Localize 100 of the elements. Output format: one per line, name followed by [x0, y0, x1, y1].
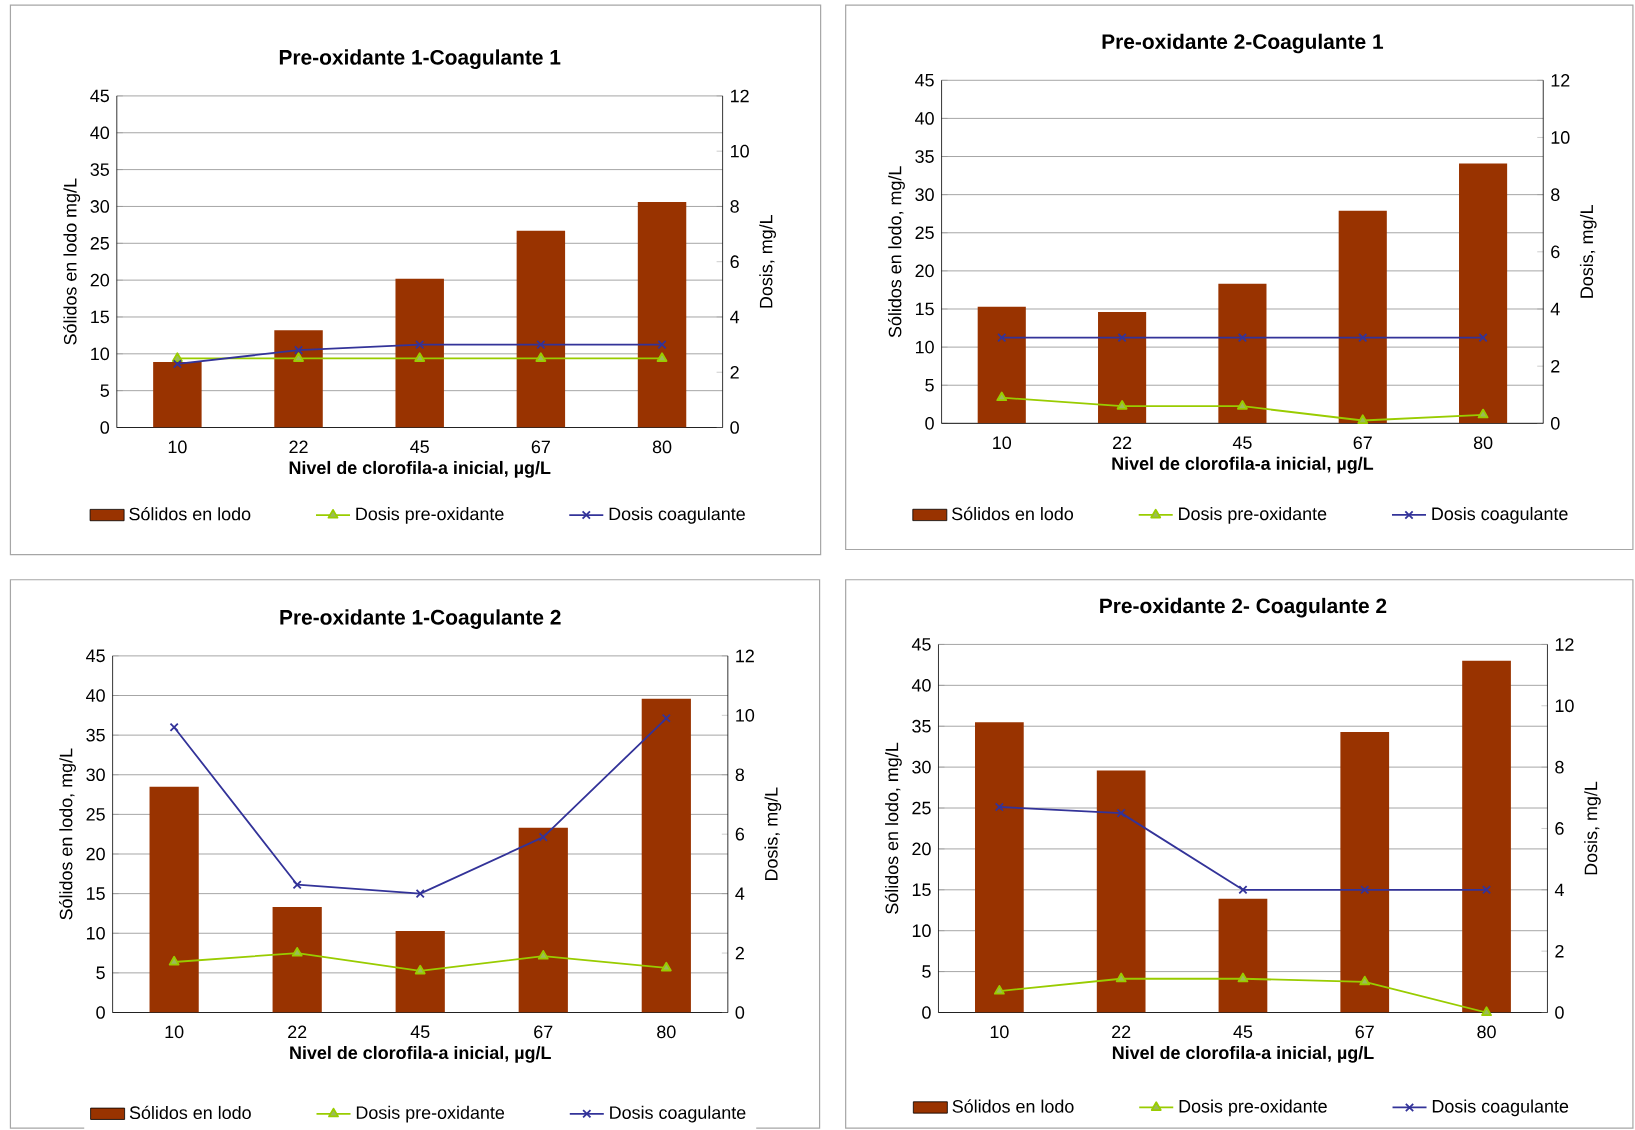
- point: [661, 713, 671, 723]
- legend-label: Dosis coagulante: [1432, 506, 1568, 524]
- y-tick-label: 30: [86, 768, 105, 782]
- y-tick-label: 10: [91, 347, 110, 361]
- legend-label: Dosis pre-oxidante: [1179, 1099, 1327, 1117]
- x-tick-label: 10: [990, 1025, 1009, 1039]
- y-tick-label: 25: [912, 801, 931, 815]
- y2-tick-label: 2: [730, 365, 739, 379]
- x-tick-label: 22: [289, 440, 308, 454]
- y-tick-label: 35: [915, 150, 934, 163]
- bar: [274, 330, 323, 428]
- point: [414, 964, 426, 975]
- bar: [975, 722, 1024, 1013]
- bar: [1459, 163, 1508, 424]
- bar: [1096, 770, 1146, 1013]
- y2-tick-label: 2: [1555, 944, 1564, 958]
- legend-label: Sólidos en lodo: [129, 506, 251, 521]
- y-tick-label: 45: [86, 649, 105, 663]
- x-tick-label: 22: [1113, 436, 1132, 449]
- chart-title: Pre-oxidante 1-Coagulante 2: [280, 609, 561, 629]
- y-tick-label: 10: [912, 924, 931, 938]
- bar: [1218, 283, 1267, 424]
- x-tick-label: 80: [1477, 1025, 1496, 1039]
- y2-tick-label: 0: [1550, 417, 1560, 430]
- bar: [637, 202, 687, 428]
- x-tick-label: 22: [1112, 1025, 1131, 1039]
- y-axis-title: Sólidos en lodo, mg/L: [884, 742, 902, 914]
- y2-tick-label: 10: [1551, 131, 1570, 144]
- x-tick-label: 80: [652, 440, 672, 454]
- x-axis-title: Nivel de clorofila-a inicial, µg/L: [1112, 456, 1374, 474]
- chart-title: Pre-oxidante 2-Coagulante 1: [1102, 33, 1384, 54]
- y-tick-label: 15: [915, 302, 934, 316]
- y2-tick-label: 8: [730, 200, 739, 213]
- x-tick-label: 45: [410, 440, 429, 454]
- point: [994, 802, 1004, 812]
- y-tick-label: 30: [915, 188, 934, 201]
- bar: [1340, 731, 1390, 1013]
- y-tick-label: 5: [100, 384, 109, 397]
- y2-axis-title: Dosis, mg/L: [759, 215, 776, 308]
- y-axis-title: Sólidos en lodo mg/L: [63, 178, 81, 345]
- y2-axis-title: Dosis, mg/L: [764, 787, 782, 881]
- point: [660, 961, 672, 972]
- y2-tick-label: 8: [1551, 188, 1560, 202]
- y-tick-label: 45: [915, 74, 934, 87]
- y2-tick-label: 6: [1551, 245, 1560, 259]
- x-tick-label: 67: [531, 440, 550, 454]
- y2-tick-label: 6: [735, 827, 745, 841]
- y-tick-label: 15: [912, 883, 931, 897]
- legend-label: Sólidos en lodo: [129, 1105, 251, 1120]
- y2-tick-label: 0: [1555, 1006, 1564, 1019]
- y-tick-label: 35: [912, 719, 931, 733]
- y2-tick-label: 0: [735, 1006, 745, 1019]
- y-axis-title: Sólidos en lodo, mg/L: [887, 166, 905, 338]
- y2-tick-label: 8: [735, 768, 745, 782]
- legend-label: Dosis coagulante: [610, 1105, 746, 1123]
- bar: [641, 698, 691, 1013]
- point: [415, 889, 425, 899]
- point: [1359, 975, 1371, 986]
- y2-tick-label: 8: [1555, 760, 1564, 774]
- y-tick-label: 5: [922, 965, 931, 978]
- y-tick-label: 40: [911, 678, 931, 692]
- y-tick-label: 5: [925, 378, 934, 392]
- x-tick-label: 45: [410, 1025, 430, 1039]
- y-tick-label: 20: [912, 842, 931, 856]
- point: [168, 955, 180, 966]
- x-tick-label: 22: [288, 1025, 307, 1039]
- y-tick-label: 15: [87, 887, 105, 900]
- bar: [272, 907, 322, 1013]
- y2-tick-label: 0: [730, 421, 739, 434]
- y-tick-label: 45: [90, 89, 109, 103]
- x-axis-title: Nivel de clorofila-a inicial, µg/L: [290, 1045, 551, 1063]
- x-tick-label: 80: [1473, 436, 1493, 450]
- y2-tick-label: 4: [1550, 302, 1560, 316]
- x-tick-label: 10: [993, 436, 1012, 450]
- x-tick-label: 45: [1233, 1025, 1253, 1039]
- y-tick-label: 35: [90, 163, 109, 176]
- point: [1481, 885, 1492, 895]
- y2-axis-title: Dosis, mg/L: [1579, 205, 1597, 298]
- y-tick-label: 40: [86, 689, 105, 702]
- chart-title: Pre-oxidante 2- Coagulante 2: [1100, 597, 1387, 618]
- y-tick-label: 40: [90, 126, 110, 140]
- bar: [149, 786, 199, 1013]
- x-tick-label: 10: [165, 1025, 184, 1039]
- point: [538, 832, 548, 842]
- point: [537, 949, 549, 960]
- legend-label: Dosis coagulante: [609, 507, 745, 524]
- y2-tick-label: 12: [731, 89, 749, 103]
- y-tick-label: 20: [86, 847, 105, 861]
- y2-tick-label: 12: [736, 649, 754, 663]
- x-tick-label: 67: [534, 1025, 553, 1039]
- bar: [395, 278, 444, 428]
- y-tick-label: 10: [87, 926, 105, 940]
- y-tick-label: 20: [90, 273, 110, 287]
- bar: [395, 930, 445, 1013]
- point: [993, 984, 1005, 995]
- x-axis-title: Nivel de clorofila-a inicial, µg/L: [289, 460, 551, 478]
- y2-tick-label: 10: [736, 708, 755, 722]
- legend-label: Dosis pre-oxidante: [1179, 506, 1327, 524]
- y-tick-label: 0: [96, 1006, 105, 1019]
- y-tick-label: 0: [100, 421, 110, 434]
